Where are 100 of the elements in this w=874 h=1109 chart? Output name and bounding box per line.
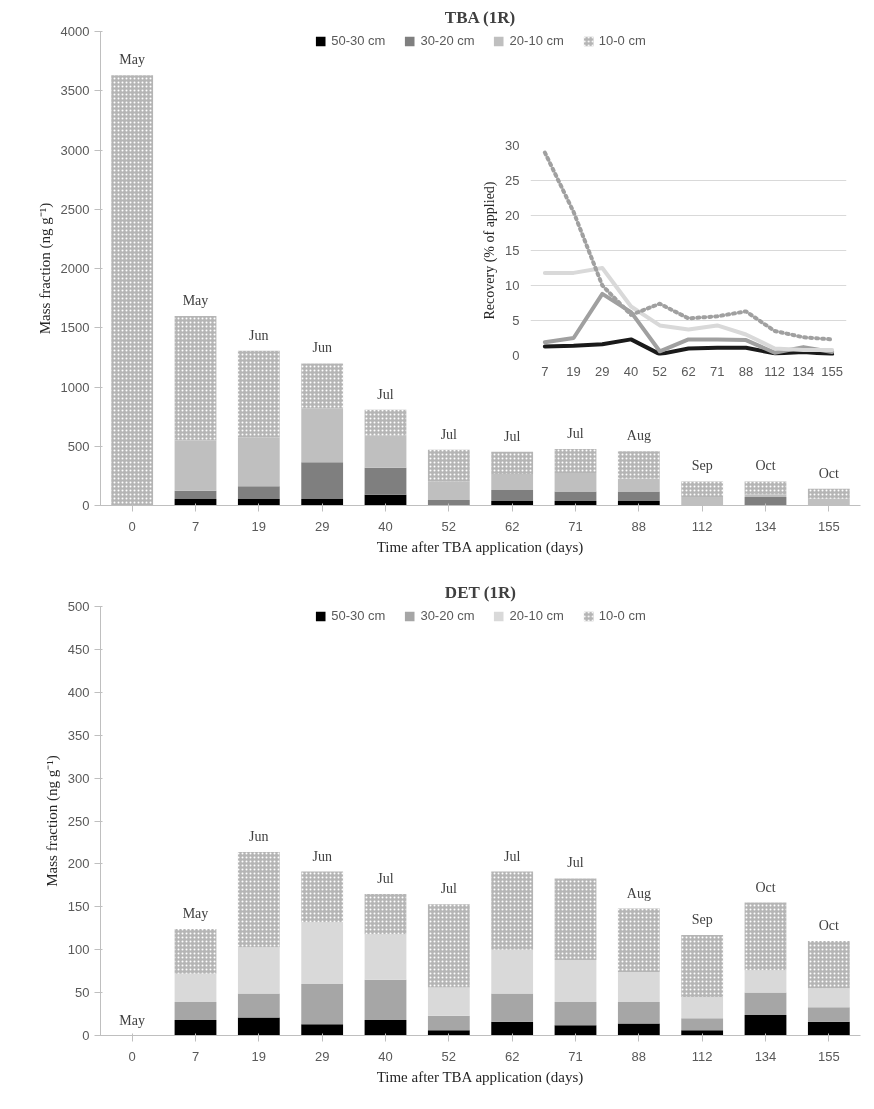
annotation: Jun	[249, 327, 269, 343]
legend-label: 30-20 cm	[420, 33, 475, 48]
bar	[364, 435, 407, 468]
bar	[174, 440, 217, 491]
x-tick-label: 134	[754, 518, 777, 534]
y-tick-label: 0	[82, 498, 90, 513]
legend-label: 50-30 cm	[331, 608, 386, 623]
y-tick-label: 30	[505, 138, 520, 153]
x-tick-label: 7	[191, 1048, 200, 1064]
annotation: May	[119, 1012, 146, 1028]
x-tick-label: 52	[652, 363, 668, 379]
bar	[427, 481, 470, 500]
legend-label: 30-20 cm	[420, 608, 475, 623]
x-tick-label: 7	[541, 363, 549, 379]
annotation: Jun	[312, 848, 332, 864]
x-tick-label: 71	[568, 518, 583, 534]
legend-label: 20-10 cm	[509, 33, 564, 48]
y-tick-label: 1000	[60, 379, 90, 395]
y-tick-label: 3000	[60, 142, 90, 158]
bar	[237, 993, 280, 1018]
x-tick-label: 71	[568, 1048, 583, 1064]
x-tick-label: 29	[595, 363, 610, 379]
x-tick-label: 52	[441, 1048, 457, 1064]
bar	[744, 494, 787, 497]
bar	[681, 1018, 724, 1031]
y-tick-label: 200	[67, 856, 90, 872]
y-axis-title: Mass fraction (ng g⁻¹)	[43, 755, 61, 887]
bar	[364, 467, 407, 495]
bar	[301, 922, 344, 985]
bar	[617, 478, 660, 492]
legend-label: 20-10 cm	[509, 608, 564, 623]
annotation: Aug	[626, 885, 651, 901]
y-tick-label: 150	[67, 899, 90, 915]
x-tick-label: 19	[251, 518, 267, 534]
bar	[174, 1020, 217, 1036]
annotation: Sep	[691, 912, 713, 928]
annotation: Oct	[818, 918, 840, 934]
bar	[617, 972, 660, 1003]
x-tick-label: 40	[623, 363, 639, 379]
x-tick-label: 112	[764, 363, 786, 379]
x-tick-label: 7	[191, 518, 200, 534]
bar	[554, 491, 597, 501]
y-tick-label: 10	[505, 278, 520, 293]
line-series	[542, 337, 835, 356]
x-tick-label: 134	[754, 1048, 777, 1064]
annotation: Jul	[504, 848, 521, 864]
x-axis-title: Time after TBA application (days)	[376, 1068, 584, 1086]
y-tick-label: 2000	[60, 261, 90, 276]
x-axis-title: Time after TBA application (days)	[376, 538, 584, 556]
x-tick-label: 134	[792, 363, 815, 379]
legend-label: 10-0 cm	[598, 608, 646, 623]
bar	[364, 494, 407, 506]
bar	[491, 473, 534, 490]
bar	[427, 499, 470, 506]
annotation: Jul	[504, 428, 521, 444]
bar	[174, 498, 217, 506]
x-tick-label: 112	[691, 1048, 713, 1064]
x-tick-label: 155	[817, 518, 840, 534]
annotation: Oct	[755, 879, 776, 895]
x-tick-label: 29	[314, 1048, 330, 1064]
y-tick-label: 25	[505, 173, 520, 188]
bar	[174, 490, 217, 499]
y-tick-label: 0	[512, 348, 520, 363]
bar	[807, 1007, 850, 1022]
annotation: Aug	[626, 428, 651, 444]
bar	[237, 486, 280, 499]
annotation: Jul	[377, 386, 394, 402]
x-tick-label: 62	[504, 518, 520, 534]
y-tick-label: 450	[67, 641, 90, 657]
bar	[364, 1020, 407, 1036]
x-tick-label: 112	[691, 518, 713, 534]
y-tick-label: 1500	[60, 320, 90, 336]
x-tick-label: 71	[710, 363, 725, 379]
y-axis-title: Recovery (% of applied)	[482, 181, 499, 320]
x-tick-label: 0	[128, 518, 136, 534]
bar	[301, 498, 344, 506]
annotation: May	[119, 52, 146, 68]
y-tick-label: 2500	[60, 201, 90, 217]
bar	[744, 970, 787, 993]
annotation: May	[182, 906, 209, 922]
annotation: Jul	[440, 426, 458, 442]
bar	[301, 1024, 344, 1036]
y-tick-label: 300	[67, 770, 90, 786]
y-tick-label: 20	[505, 208, 520, 223]
x-tick-label: 19	[251, 1048, 267, 1064]
y-tick-label: 5	[512, 313, 520, 328]
annotation: Jul	[567, 855, 584, 871]
bar	[174, 1002, 217, 1021]
bar	[554, 960, 597, 1003]
x-tick-label: 155	[821, 363, 843, 379]
y-tick-label: 500	[67, 599, 90, 614]
bar	[807, 988, 850, 1008]
bar	[364, 934, 407, 980]
bar	[491, 1021, 534, 1036]
bar	[237, 1017, 280, 1036]
bar	[301, 408, 344, 463]
x-tick-label: 40	[378, 518, 393, 534]
annotation: Jul	[567, 426, 584, 442]
x-tick-label: 88	[738, 363, 754, 379]
bar	[807, 1021, 850, 1036]
